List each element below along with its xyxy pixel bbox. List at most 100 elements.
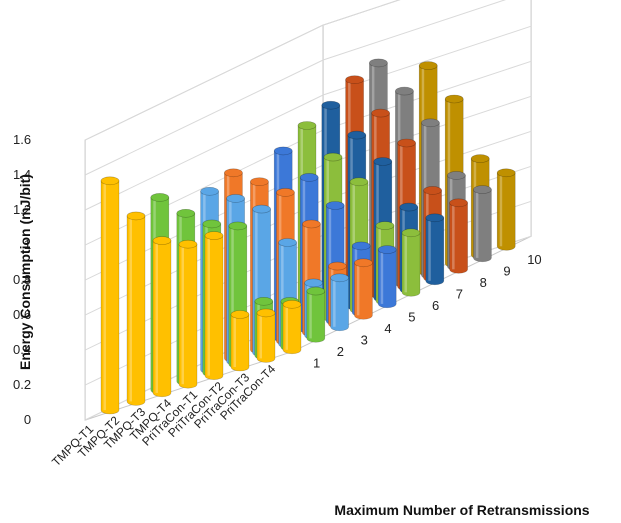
y-tick-label: 1.4 bbox=[13, 167, 31, 182]
bar-top bbox=[325, 201, 345, 210]
bar-top bbox=[202, 219, 222, 229]
bar bbox=[100, 176, 120, 415]
bar-body bbox=[401, 232, 421, 297]
bar bbox=[306, 286, 326, 343]
bar-highlight bbox=[309, 291, 312, 339]
bar-top bbox=[304, 278, 323, 288]
bar-top bbox=[418, 61, 438, 70]
bar-top bbox=[347, 130, 367, 140]
bar-highlight bbox=[103, 180, 106, 411]
bar-top bbox=[496, 168, 516, 178]
bar-top bbox=[256, 308, 276, 318]
category-tick-label: 8 bbox=[480, 275, 487, 290]
bar-body bbox=[425, 217, 445, 286]
bar-body bbox=[449, 202, 468, 274]
bar-top bbox=[373, 157, 393, 166]
bar-top bbox=[176, 209, 196, 218]
bar-top bbox=[399, 202, 419, 212]
bar-top bbox=[297, 121, 317, 130]
bar-body bbox=[152, 240, 172, 398]
bar-top bbox=[351, 241, 371, 251]
category-tick-label: 2 bbox=[337, 344, 344, 359]
y-tick-label: 0.2 bbox=[13, 377, 31, 392]
bar-highlight bbox=[333, 277, 336, 327]
bar-top bbox=[349, 177, 369, 187]
bar-highlight bbox=[499, 172, 503, 247]
bar-top bbox=[282, 299, 302, 309]
bar bbox=[256, 308, 276, 363]
bar-body bbox=[204, 235, 224, 380]
category-tick-label: 3 bbox=[361, 333, 368, 348]
bar-highlight bbox=[231, 225, 234, 365]
bar-body bbox=[282, 304, 302, 355]
bar-top bbox=[369, 58, 388, 68]
bar-highlight bbox=[328, 205, 332, 321]
bar-top bbox=[302, 219, 321, 229]
bar-top bbox=[204, 231, 224, 240]
bar-top bbox=[321, 100, 341, 110]
bar-highlight bbox=[181, 244, 184, 385]
bar-top bbox=[178, 239, 198, 249]
bar bbox=[204, 231, 224, 380]
bar-body bbox=[496, 172, 516, 251]
bar-top bbox=[306, 286, 326, 296]
bar-highlight bbox=[475, 189, 479, 258]
x-axis-title: Maximum Number of Retransmissions bbox=[334, 502, 589, 518]
bar-top bbox=[252, 204, 271, 214]
bar-top bbox=[447, 171, 466, 180]
bar-top bbox=[226, 194, 245, 203]
category-tick-label: 10 bbox=[527, 252, 541, 267]
bar-body bbox=[230, 314, 250, 372]
y-tick-label: 1.2 bbox=[13, 202, 31, 217]
bar-top bbox=[377, 245, 397, 254]
bar-highlight bbox=[428, 217, 431, 281]
bar-body bbox=[178, 243, 198, 389]
bar-highlight bbox=[356, 262, 360, 316]
bar-top bbox=[397, 138, 416, 148]
category-tick-label: 7 bbox=[456, 287, 463, 302]
bar-top bbox=[345, 75, 364, 84]
bar-top bbox=[224, 168, 243, 178]
bar bbox=[126, 211, 146, 406]
bar bbox=[152, 236, 172, 398]
category-tick-label: 5 bbox=[408, 310, 415, 325]
gridline bbox=[84, 0, 401, 141]
bar-top bbox=[273, 146, 293, 156]
bar-top bbox=[276, 188, 295, 197]
bar-highlight bbox=[129, 215, 132, 402]
bar bbox=[330, 273, 349, 332]
category-tick-label: 4 bbox=[384, 321, 391, 336]
bar-highlight bbox=[255, 209, 258, 353]
bar-top bbox=[371, 108, 390, 118]
bar bbox=[401, 228, 421, 297]
bar-top bbox=[254, 296, 274, 306]
bar-top bbox=[330, 273, 349, 283]
bar bbox=[449, 198, 468, 274]
bar bbox=[496, 168, 516, 251]
y-tick-label: 0 bbox=[24, 412, 31, 427]
bar-top bbox=[473, 185, 492, 194]
y-tick-label: 1 bbox=[24, 237, 31, 252]
bar-body bbox=[126, 215, 146, 406]
category-tick-label: 1 bbox=[313, 356, 320, 371]
bar bbox=[178, 239, 198, 389]
bar-highlight bbox=[281, 242, 284, 344]
bar bbox=[282, 299, 302, 355]
y-tick-label: 0.4 bbox=[13, 342, 31, 357]
bar-body bbox=[306, 290, 326, 343]
bar-top bbox=[354, 258, 373, 268]
bar-body bbox=[377, 249, 397, 309]
bar-top bbox=[230, 310, 250, 319]
bar bbox=[377, 245, 397, 309]
bar-top bbox=[100, 176, 120, 186]
bar-highlight bbox=[207, 235, 210, 376]
bar-highlight bbox=[233, 314, 236, 367]
bar-top bbox=[375, 221, 395, 230]
bar-top bbox=[449, 198, 468, 208]
bar-highlight bbox=[452, 202, 455, 270]
y-tick-label: 0.8 bbox=[13, 272, 31, 287]
bar-body bbox=[354, 262, 373, 320]
bar-top bbox=[150, 193, 170, 202]
bar-body bbox=[256, 312, 276, 363]
